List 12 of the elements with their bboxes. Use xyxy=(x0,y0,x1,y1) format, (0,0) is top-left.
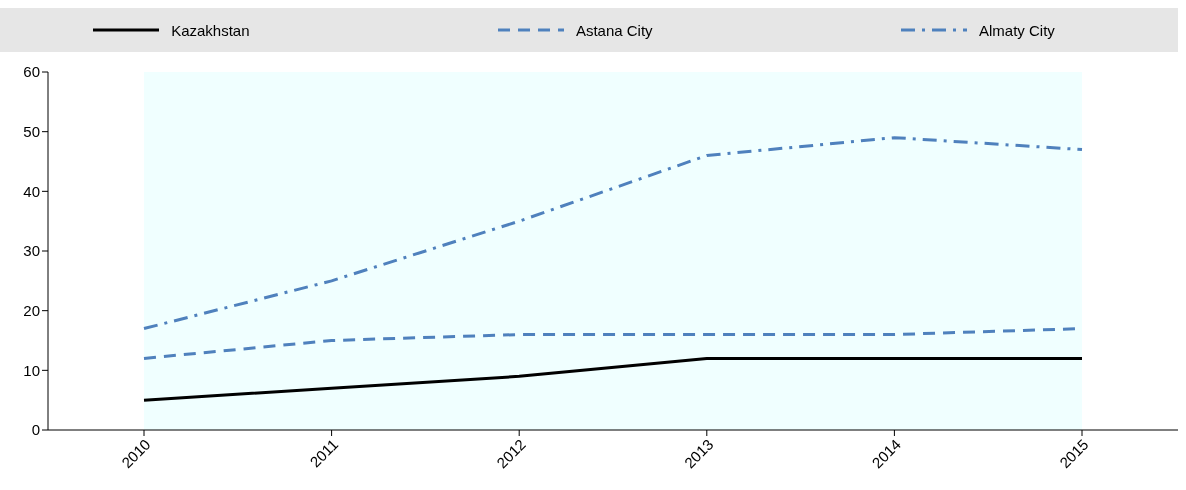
legend-label: Kazakhstan xyxy=(171,21,250,39)
y-tick-label: 0 xyxy=(31,421,40,439)
line-series xyxy=(142,356,1084,402)
y-tick-label: 20 xyxy=(23,301,40,319)
legend-label: Almaty City xyxy=(978,21,1055,39)
y-tick-label: 10 xyxy=(23,361,40,379)
y-tick-label: 30 xyxy=(23,242,40,260)
y-tick-label: 40 xyxy=(23,182,40,200)
legend-label: Astana City xyxy=(575,21,653,39)
line-series xyxy=(142,136,1084,331)
y-tick-label: 60 xyxy=(23,63,40,81)
y-tick-label: 50 xyxy=(23,122,40,140)
